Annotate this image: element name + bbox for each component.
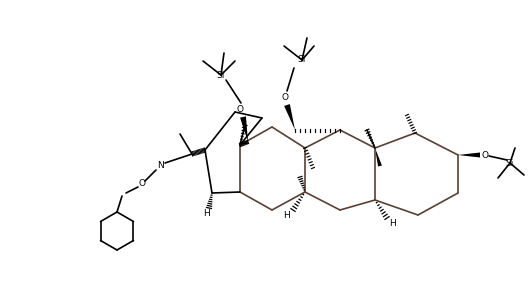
Text: Si: Si [506, 159, 514, 168]
Text: O: O [481, 150, 488, 159]
Text: Si: Si [217, 70, 225, 79]
Polygon shape [240, 117, 248, 142]
Text: O: O [281, 93, 288, 102]
Text: Si: Si [298, 55, 306, 65]
Polygon shape [375, 148, 382, 166]
Polygon shape [284, 104, 295, 130]
Text: O: O [138, 180, 145, 189]
Text: H: H [203, 209, 210, 218]
Text: N: N [156, 161, 163, 171]
Text: H: H [388, 218, 395, 227]
Text: O: O [237, 105, 244, 114]
Polygon shape [458, 152, 480, 157]
Text: H: H [284, 211, 290, 220]
